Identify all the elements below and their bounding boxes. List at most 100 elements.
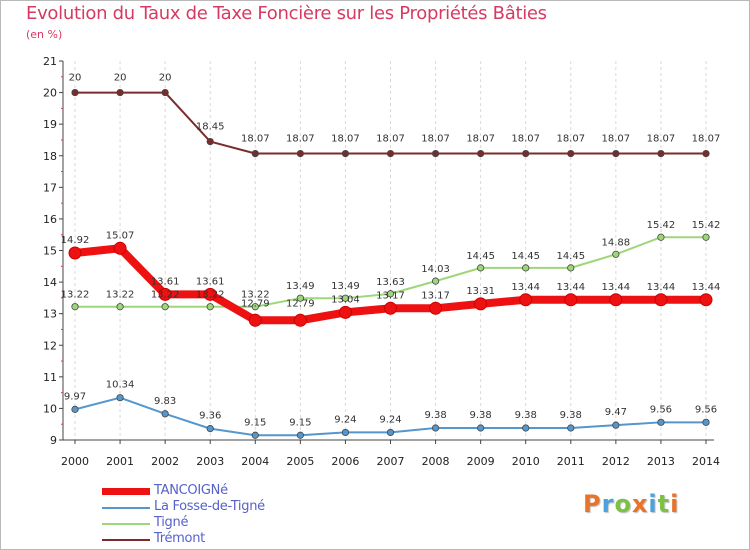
- logo-letter: i: [648, 490, 658, 518]
- data-point: [702, 149, 710, 158]
- y-tick-label: 11: [43, 371, 57, 384]
- data-point: [522, 264, 530, 272]
- data-point: [71, 405, 79, 413]
- legend-swatch: [102, 488, 150, 495]
- data-point: [612, 421, 620, 429]
- y-tick-label: 19: [43, 118, 57, 131]
- x-tick-label: 2002: [151, 455, 179, 468]
- x-tick-label: 2009: [467, 455, 495, 468]
- data-point: [113, 241, 127, 255]
- y-tick-label: 10: [43, 402, 57, 415]
- data-label: 14.03: [421, 264, 450, 275]
- data-label: 9.24: [379, 414, 401, 425]
- x-tick-label: 2003: [196, 455, 224, 468]
- data-label: 9.38: [470, 410, 492, 421]
- y-tick-label: 20: [43, 87, 57, 100]
- data-label: 14.45: [556, 251, 585, 262]
- x-tick-label: 2005: [286, 455, 314, 468]
- logo-letter: P: [583, 490, 602, 518]
- data-point: [474, 297, 488, 311]
- data-label: 18.07: [647, 134, 676, 145]
- line-chart: 9 10 11 12 13 14 15 16 17 18 19 20 21 2000 2001 2002 200…: [43, 55, 721, 468]
- data-label: 9.38: [424, 410, 446, 421]
- proxiti-logo: Proxiti: [583, 490, 679, 518]
- data-label: 12.79: [286, 298, 315, 309]
- data-label: 9.56: [650, 404, 672, 415]
- data-point: [384, 301, 397, 315]
- data-point: [654, 293, 668, 307]
- legend-label: Tigné: [154, 515, 189, 530]
- data-point: [161, 410, 169, 418]
- data-point: [612, 250, 620, 258]
- data-label: 9.24: [334, 414, 356, 425]
- data-label: 20: [114, 73, 127, 84]
- data-label: 9.38: [560, 410, 582, 421]
- legend-swatch: [102, 507, 150, 509]
- x-tick-label: 2004: [241, 455, 269, 468]
- data-point: [341, 149, 350, 158]
- data-point: [206, 425, 214, 433]
- data-point: [477, 149, 485, 158]
- data-point: [431, 277, 440, 285]
- legend-swatch: [102, 523, 150, 525]
- data-point: [251, 149, 259, 158]
- data-label: 9.15: [289, 417, 311, 428]
- data-label: 18.07: [511, 134, 540, 145]
- data-label: 13.22: [61, 290, 90, 301]
- data-label: 13.44: [511, 282, 540, 293]
- data-label: 18.07: [692, 134, 721, 145]
- data-point: [338, 305, 352, 319]
- x-tick-label: 2013: [647, 455, 675, 468]
- data-point: [702, 418, 710, 426]
- data-point: [116, 394, 124, 402]
- data-label: 13.63: [376, 277, 405, 288]
- data-point: [71, 303, 79, 311]
- data-point: [203, 287, 217, 301]
- data-label: 13.44: [647, 282, 676, 293]
- data-point: [519, 293, 533, 307]
- data-point: [522, 149, 530, 158]
- data-label: 9.47: [605, 407, 627, 418]
- chart-title: Evolution du Taux de Taxe Foncière sur l…: [26, 3, 547, 24]
- y-tick-label: 21: [43, 55, 57, 68]
- legend-label: La Fosse-de-Tigné: [154, 499, 265, 514]
- data-point: [567, 264, 575, 272]
- data-label: 14.45: [511, 251, 540, 262]
- data-point: [296, 294, 304, 302]
- y-tick-label: 17: [43, 181, 57, 194]
- data-point: [116, 303, 124, 311]
- logo-letter: i: [670, 490, 680, 518]
- data-label: 13.22: [151, 290, 180, 301]
- y-tick-label: 13: [43, 308, 57, 321]
- data-label: 13.04: [331, 294, 360, 305]
- data-label: 18.45: [196, 122, 225, 133]
- data-point: [296, 149, 304, 158]
- data-label: 18.07: [241, 134, 270, 145]
- data-point: [612, 149, 620, 158]
- data-label: 14.45: [466, 251, 495, 262]
- data-point: [251, 431, 259, 439]
- data-label: 9.56: [695, 404, 717, 415]
- data-label: 13.31: [466, 286, 495, 297]
- data-label: 14.92: [61, 235, 90, 246]
- y-tick-label: 9: [50, 434, 57, 447]
- data-point: [477, 264, 485, 272]
- data-label: 15.42: [692, 220, 721, 231]
- data-label: 13.22: [241, 290, 270, 301]
- data-label: 13.17: [376, 290, 405, 301]
- data-label: 15.07: [106, 230, 135, 241]
- data-label: 18.07: [466, 134, 495, 145]
- y-tick-label: 15: [43, 245, 57, 258]
- data-label: 20: [69, 73, 82, 84]
- data-label: 13.61: [196, 276, 225, 287]
- data-point: [431, 149, 440, 158]
- data-point: [702, 233, 710, 241]
- legend-label: TANCOIGNé: [154, 483, 228, 498]
- data-label: 18.07: [376, 134, 405, 145]
- data-point: [341, 428, 350, 437]
- data-point: [251, 303, 259, 311]
- data-label: 18.07: [556, 134, 585, 145]
- data-point: [567, 424, 575, 432]
- x-tick-label: 2008: [422, 455, 450, 468]
- data-label: 13.44: [692, 282, 721, 293]
